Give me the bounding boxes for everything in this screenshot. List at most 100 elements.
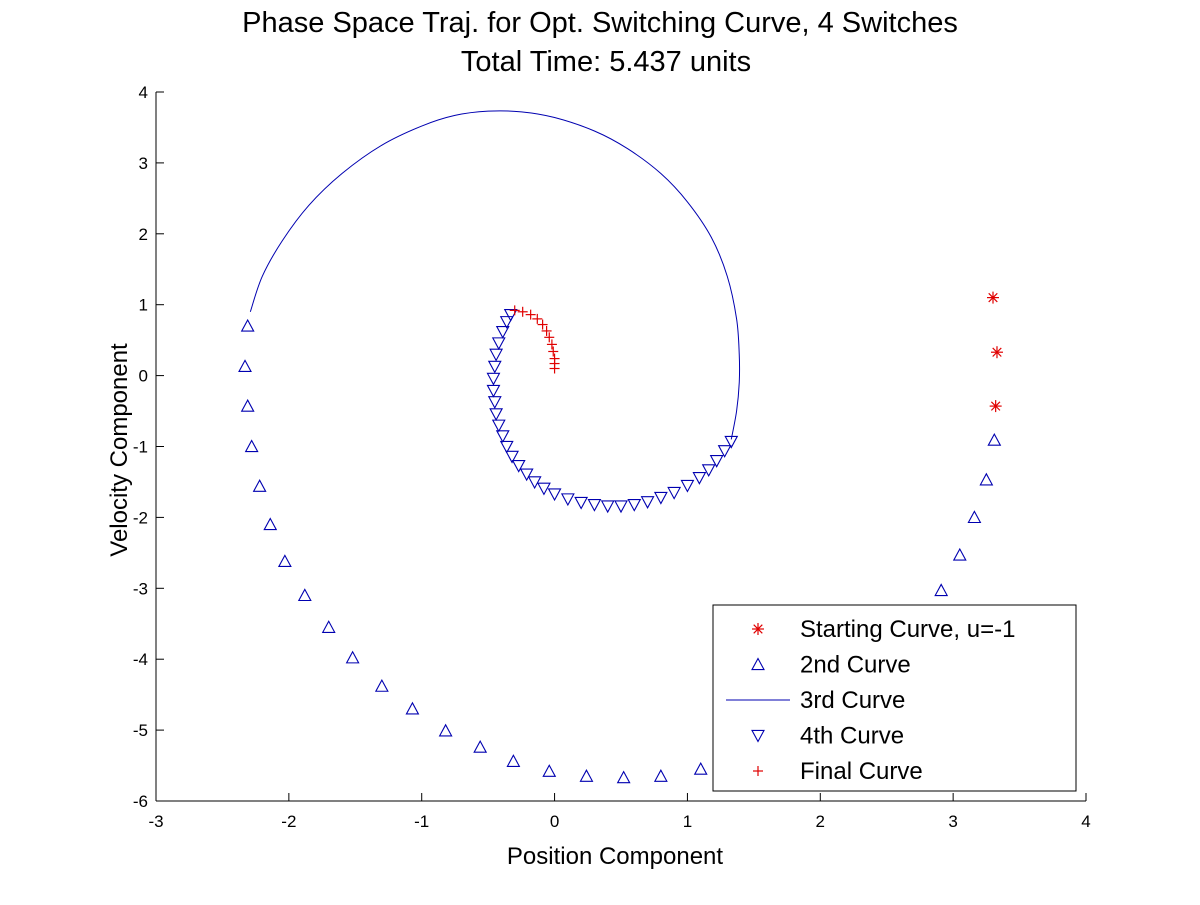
series-2-point [579,769,594,782]
y-axis-label: Velocity Component [106,343,133,557]
series-2-point [240,318,255,332]
series-2-point [240,398,255,412]
series-5-point [541,325,552,336]
series-5-point [517,306,528,317]
series-4-point [519,468,534,482]
y-tick-label: -3 [133,579,148,598]
series-2-point [616,770,631,784]
series-4-point [724,435,739,449]
y-tick-label: 4 [139,83,148,102]
series-4-point [527,476,542,490]
series-5-point [546,339,557,350]
x-tick-label: 2 [816,812,825,831]
series-2-point [979,472,994,486]
series-4-point [495,325,510,339]
series-4-point [487,396,502,409]
legend-entry-label: Final Curve [800,758,923,785]
series-2-point [506,754,521,767]
series-4-point [491,419,506,433]
series-2-point [934,583,949,597]
legend-entry-label: Starting Curve, u=-1 [800,616,1015,643]
series-2-point [693,761,708,775]
y-tick-label: -1 [133,438,148,457]
series-3rd-curve-line [249,110,741,440]
series-4-point [486,372,501,386]
series-4-point [680,479,695,493]
y-tick-label: 0 [139,367,148,386]
series-5-point [509,305,520,316]
series-2-point [473,739,488,753]
y-tick-label: -4 [133,650,148,669]
y-tick-label: 1 [139,296,148,315]
series-4-point [600,500,615,514]
series-4-point [640,496,655,509]
series-2-point [653,769,668,782]
series-2-point [542,764,557,777]
x-tick-label: 0 [550,812,559,831]
x-tick-label: 4 [1081,812,1090,831]
series-5-point [532,313,543,324]
series-4-point [491,337,506,351]
series-5-point [549,363,560,374]
legend-marker [751,729,765,743]
series-4-point [667,486,682,500]
series-2-point [967,510,982,524]
plot-area: -3 -2 -1 0 1 2 3 4 -6 -5 -4 -3 -2 -1 0 1 2 3 4 [133,83,1091,831]
legend-marker [752,623,764,635]
x-tick-label: 3 [948,812,957,831]
series-4-point [653,491,668,505]
series-2-point [405,701,420,715]
series-4-point [505,450,519,464]
series-2-point [374,678,389,692]
chart-subtitle: Total Time: 5.437 units [461,46,751,78]
series-4-point [614,500,628,514]
series-4-point [537,482,551,496]
series-4-point [487,360,502,374]
series-2-point [987,432,1002,446]
series-2-point [321,620,336,633]
series-4-point [489,348,504,362]
series-4-point [547,488,562,502]
series-4-point [692,472,707,485]
series-4-point [560,493,575,507]
legend-box [712,604,1077,792]
x-tick-label: -1 [414,812,429,831]
series-4-point [587,498,602,512]
series-4-point [503,308,518,322]
series-2-point [345,650,360,664]
x-tick-label: -2 [281,812,296,831]
series-4-point [511,459,526,473]
x-tick-label: 1 [683,812,692,831]
y-tick-label: -2 [133,508,148,527]
x-tick-label: -3 [148,812,163,831]
series-4-point [701,464,716,478]
legend-entry-label: 4th Curve [800,723,904,750]
y-tick-label: -6 [133,792,148,811]
series-2-point [297,588,312,602]
series-2-point [252,479,267,492]
series-2-point [263,517,278,531]
chart-title: Phase Space Traj. for Opt. Switching Cur… [242,7,958,39]
series-4-point [495,430,510,444]
series-1-point [990,346,1003,359]
series-2-point [244,439,259,453]
series-5-point [544,332,555,343]
series-4-point [709,455,724,468]
legend-marker [751,657,765,671]
legend-marker [753,766,763,776]
series-5-point [537,319,548,330]
x-axis-label: Position Component [507,843,723,870]
y-tick-label: -5 [133,721,148,740]
series-2-point [952,547,967,561]
y-tick-label: 3 [139,154,148,173]
series-4-point [627,498,642,512]
series-1-point [989,400,1002,413]
series-1-point [987,291,999,304]
series-2-point [438,723,453,737]
legend-entry-label: 3rd Curve [800,687,905,714]
y-tick-label: 2 [139,225,148,244]
legend: Starting Curve, u=-1 2nd Curve 3rd Curve 4t… [712,604,1077,792]
series-5-point [548,346,559,357]
